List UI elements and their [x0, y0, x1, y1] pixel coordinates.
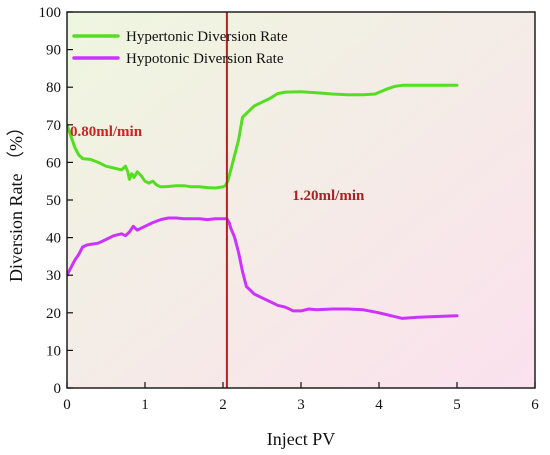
x-tick-label: 0	[63, 397, 71, 413]
y-tick-label: 0	[54, 381, 62, 397]
x-tick-label: 5	[453, 397, 461, 413]
y-axis-title: Diversion Rate （%）	[6, 118, 26, 282]
y-tick-label: 50	[46, 193, 61, 209]
y-tick-label: 30	[46, 268, 61, 284]
x-axis-title: Inject PV	[267, 429, 335, 449]
annotation-layer: 0.80ml/min 1.20ml/min	[70, 124, 365, 204]
flow-rate-annotation-1: 0.80ml/min	[70, 124, 143, 140]
x-tick-label: 2	[219, 397, 227, 413]
series-line-1	[67, 83, 459, 190]
y-tick-label: 80	[46, 80, 61, 96]
x-tick-label: 3	[297, 397, 305, 413]
plot-background	[67, 12, 535, 388]
legend-label-1: Hypertonic Diversion Rate	[126, 29, 288, 45]
legend: Hypertonic Diversion Rate Hypotonic Diver…	[72, 29, 288, 67]
series-layer	[67, 83, 459, 320]
y-tick-label: 90	[46, 43, 61, 59]
x-tick-label: 6	[531, 397, 539, 413]
series-line-2	[67, 216, 459, 320]
y-tick-label: 70	[46, 118, 61, 134]
y-axis-ticks: 0 10 20 30 40 50 60 70 80 90 100	[39, 5, 73, 397]
y-tick-label: 100	[39, 5, 62, 21]
x-axis-ticks: 0 1 2 3 4 5 6	[63, 382, 539, 413]
x-tick-label: 4	[375, 397, 383, 413]
y-tick-label: 20	[46, 306, 61, 322]
y-tick-label: 10	[46, 343, 61, 359]
y-tick-label: 60	[46, 155, 61, 171]
x-tick-label: 1	[141, 397, 149, 413]
flow-rate-annotation-2: 1.20ml/min	[292, 188, 365, 204]
y-tick-label: 40	[46, 231, 61, 247]
legend-label-2: Hypotonic Diversion Rate	[126, 51, 284, 67]
